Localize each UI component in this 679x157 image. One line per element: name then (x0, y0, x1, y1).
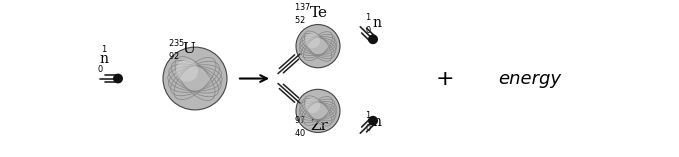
Circle shape (305, 33, 320, 48)
Text: $^1$: $^1$ (365, 112, 371, 125)
Text: Te: Te (310, 6, 328, 20)
Text: $_0$: $_0$ (96, 62, 103, 75)
Circle shape (163, 47, 227, 110)
Text: $_{92}$: $_{92}$ (168, 49, 180, 62)
Circle shape (113, 74, 123, 83)
Text: $^1$: $^1$ (100, 45, 107, 58)
Text: Zr: Zr (310, 119, 328, 133)
Text: U: U (182, 42, 195, 56)
Text: $^{137}$: $^{137}$ (294, 3, 311, 16)
Text: $^1$: $^1$ (365, 14, 371, 27)
Circle shape (176, 60, 198, 82)
Text: n: n (100, 52, 109, 66)
Text: $_{40}$: $_{40}$ (294, 126, 306, 139)
Circle shape (305, 98, 320, 113)
Text: $^{235}$: $^{235}$ (168, 39, 185, 52)
Text: $_0$: $_0$ (365, 23, 371, 36)
Circle shape (368, 116, 378, 126)
Circle shape (368, 34, 378, 44)
Text: energy: energy (498, 70, 562, 87)
Text: $_{52}$: $_{52}$ (294, 13, 306, 26)
Text: n: n (372, 16, 381, 30)
Text: n: n (372, 115, 381, 129)
Text: $_0$: $_0$ (365, 121, 371, 134)
Text: +: + (436, 68, 454, 89)
Circle shape (296, 25, 340, 68)
Text: $^{97}$: $^{97}$ (294, 116, 306, 130)
Circle shape (296, 89, 340, 133)
